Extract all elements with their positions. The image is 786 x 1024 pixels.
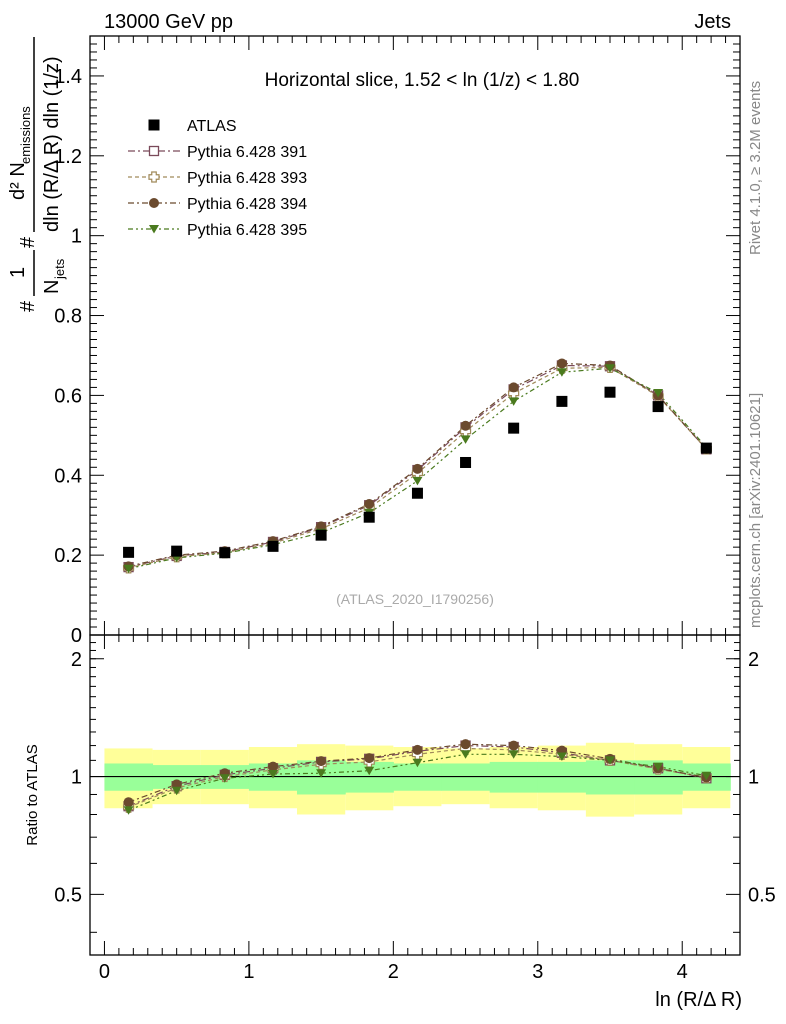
pythia394-point xyxy=(364,753,375,764)
header-right: Jets xyxy=(694,11,731,33)
pythia395-point xyxy=(364,766,375,776)
rivet-label: Rivet 4.1.0, ≥ 3.2M events xyxy=(747,81,764,255)
ylabel-njets: N xyxy=(41,280,63,294)
legend-entry: Pythia 6.428 395 xyxy=(187,222,307,239)
atlas-point xyxy=(219,547,231,559)
pythia395-point xyxy=(412,758,423,768)
ylabel-numerator-sub: emissions xyxy=(18,106,33,164)
ratio-tick-label-right: 0.5 xyxy=(748,884,776,906)
legend-entry: Pythia 6.428 394 xyxy=(187,196,307,213)
atlas-point xyxy=(363,511,375,523)
pythia395-point xyxy=(412,476,423,486)
y-tick-label: 0 xyxy=(71,625,82,647)
pythia394-point xyxy=(508,740,519,751)
pythia394-point xyxy=(149,198,159,208)
mcplots-label: mcplots.cern.ch [arXiv:2401.10621] xyxy=(747,393,764,628)
pythia394-point xyxy=(268,761,279,772)
y-tick-label: 1 xyxy=(71,226,82,248)
header-left: 13000 GeV pp xyxy=(104,11,233,33)
ylabel-njets-sub: jets xyxy=(52,258,67,280)
ratio-band-inner xyxy=(537,761,587,793)
x-tick-label: 0 xyxy=(99,961,110,983)
pythia394-point xyxy=(556,358,567,369)
atlas-point xyxy=(148,119,160,131)
ratio-tick-label-left: 1 xyxy=(71,767,82,789)
y-tick-label: 0.6 xyxy=(54,385,82,407)
pythia394-point xyxy=(316,756,327,767)
chart-title: Horizontal slice, 1.52 < ln (1/z) < 1.80 xyxy=(265,70,580,91)
ylabel-numerator: d² N xyxy=(7,162,29,200)
y-tick-label: 1.2 xyxy=(54,146,82,168)
atlas-point xyxy=(267,540,279,552)
pythia395-point xyxy=(171,786,182,796)
atlas-point xyxy=(460,456,472,468)
y-tick-label: 0.4 xyxy=(54,465,82,487)
ratio-y-label: Ratio to ATLAS xyxy=(24,744,41,845)
pythia395-point xyxy=(605,756,615,765)
pythia391-point xyxy=(148,145,160,157)
legend-entry: Pythia 6.428 393 xyxy=(187,170,307,187)
pythia395-point xyxy=(316,769,327,778)
pythia395-point xyxy=(460,435,471,444)
x-tick-label: 3 xyxy=(532,961,543,983)
x-tick-label: 4 xyxy=(677,961,688,983)
y-tick-label: 0.8 xyxy=(54,306,82,328)
ratio-tick-label-left: 2 xyxy=(71,649,82,671)
pythia395-point xyxy=(653,762,664,772)
atlas-point xyxy=(700,442,712,454)
pythia395-point xyxy=(508,750,519,759)
atlas-point xyxy=(315,529,327,541)
pythia395-point xyxy=(123,806,134,815)
ylabel-denominator: dln (R/Δ R) dln (1/z) xyxy=(41,56,63,232)
atlas-point xyxy=(604,386,616,398)
pythia395-point xyxy=(653,389,664,398)
pythia395-point xyxy=(460,750,471,759)
pythia395-point xyxy=(701,771,712,781)
ylabel-hash-left: # xyxy=(17,300,39,312)
pythia394-point xyxy=(460,420,471,431)
ratio-band-inner xyxy=(585,760,635,795)
legend-entry: Pythia 6.428 391 xyxy=(187,144,307,161)
y-tick-label: 1.4 xyxy=(54,66,82,88)
ylabel-hash-mid: # xyxy=(17,236,39,248)
pythia395-point xyxy=(556,752,567,762)
atlas-point xyxy=(411,487,423,499)
atlas-point xyxy=(123,546,135,558)
ratio-tick-label-right: 1 xyxy=(748,767,759,789)
watermark: (ATLAS_2020_I1790256) xyxy=(336,591,494,607)
pythia394-point xyxy=(412,463,423,474)
x-tick-label: 1 xyxy=(243,961,254,983)
ratio-tick-label-right: 2 xyxy=(748,649,759,671)
pythia395-point xyxy=(605,364,615,373)
atlas-point xyxy=(556,395,568,407)
pythia393-point xyxy=(148,171,160,183)
pythia395-point xyxy=(508,397,519,406)
pythia395-point xyxy=(556,368,567,377)
pythia394-point xyxy=(364,499,375,510)
x-axis-label: ln (R/Δ R) xyxy=(655,989,742,1011)
ratio-tick-label-left: 0.5 xyxy=(54,884,82,906)
ylabel-one: 1 xyxy=(7,267,29,278)
y-tick-label: 0.2 xyxy=(54,545,82,567)
atlas-point xyxy=(171,545,183,557)
pythia395-point xyxy=(219,774,230,783)
pythia395-point xyxy=(123,564,134,574)
pythia395-point xyxy=(149,225,159,234)
ratio-band-inner xyxy=(489,761,539,793)
pythia395-point xyxy=(268,770,279,779)
ratio-frame xyxy=(89,634,741,956)
atlas-point xyxy=(652,401,664,413)
x-tick-label: 2 xyxy=(388,961,399,983)
legend-entry: ATLAS xyxy=(187,118,237,135)
atlas-point xyxy=(508,422,520,434)
pythia394-point xyxy=(508,382,519,393)
pythia394-point xyxy=(123,797,134,808)
pythia394-point xyxy=(412,744,423,755)
pythia394-point xyxy=(460,739,471,750)
y-axis-label: # 1 N jets # d² N emissions dln (R/Δ R) … xyxy=(7,37,67,312)
